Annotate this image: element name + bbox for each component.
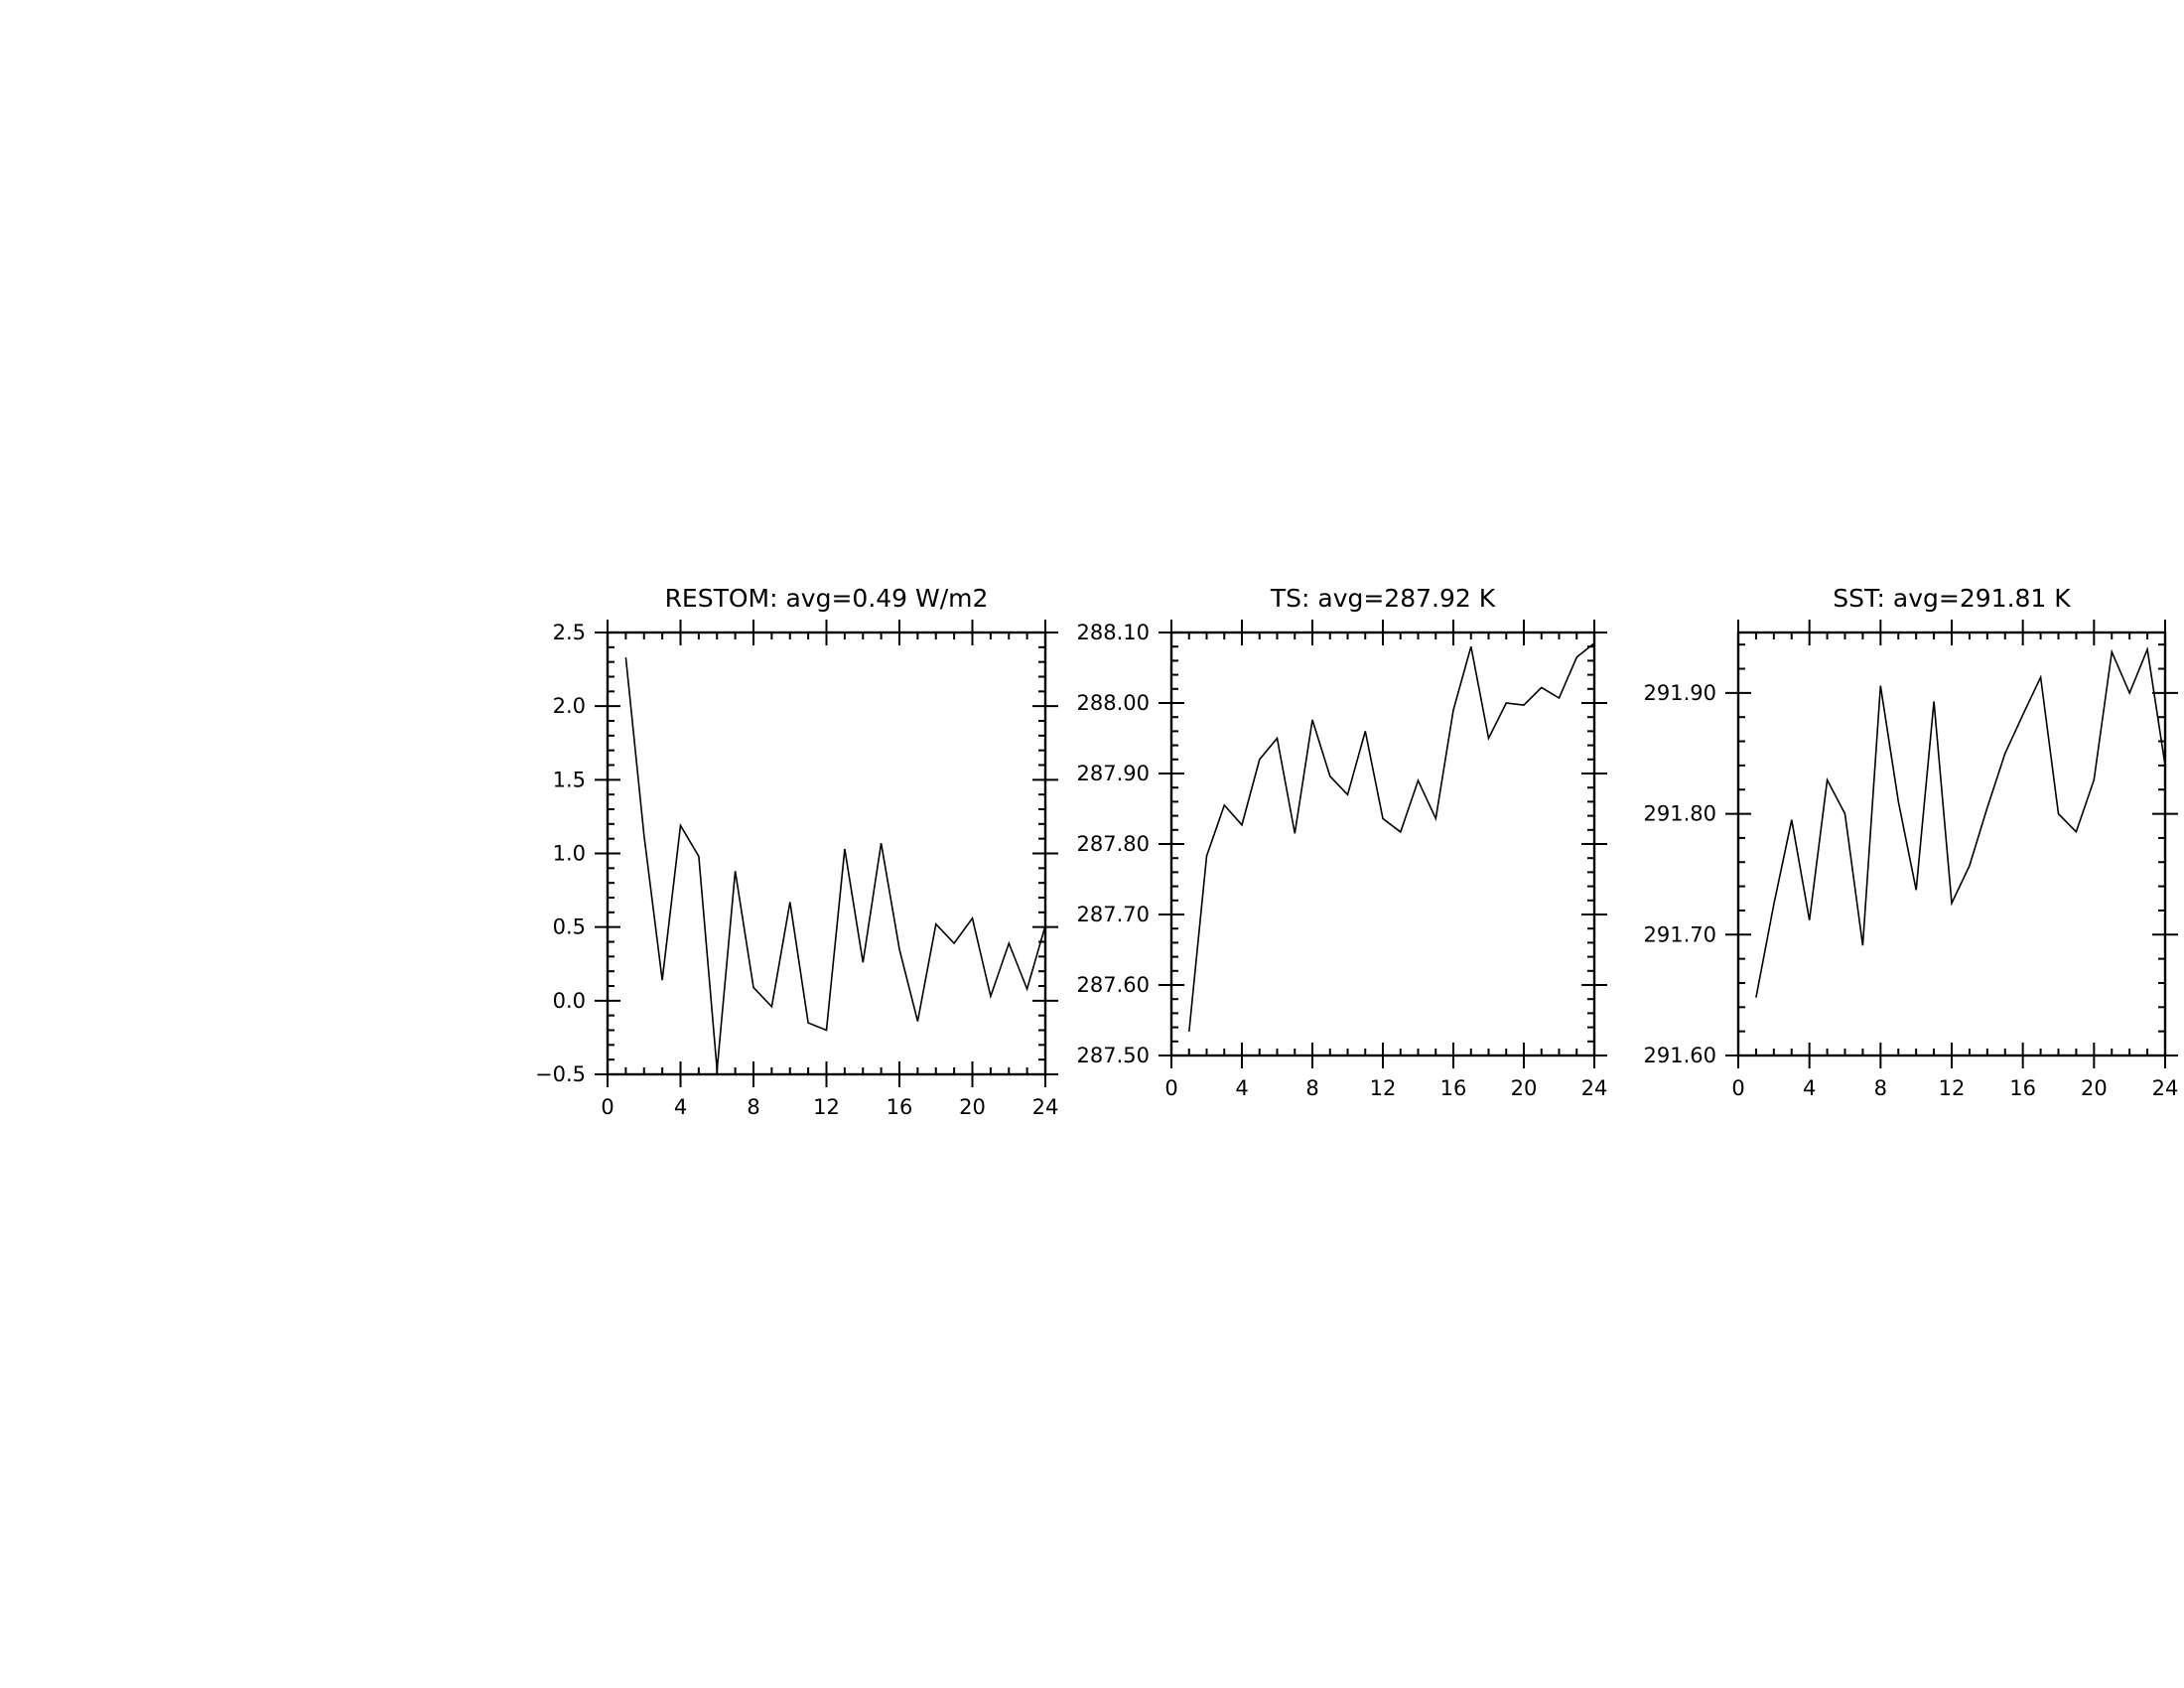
axis-ticks — [595, 620, 1058, 1087]
y-tick-label: 1.5 — [553, 768, 586, 791]
x-tick-label: 16 — [2009, 1076, 2036, 1100]
panel-1: RESTOM: avg=0.49 W/m2 0 4 8 12 16 20 24 −0.5 0.0 0… — [535, 584, 1058, 1119]
y-tick-label: 288.00 — [1077, 691, 1150, 715]
x-tick-label: 12 — [813, 1095, 840, 1119]
x-tick-label: 4 — [1235, 1076, 1248, 1100]
x-tick-label: 12 — [1939, 1076, 1966, 1100]
x-tick-label: 20 — [1511, 1076, 1538, 1100]
y-tick-label: 1.0 — [553, 842, 586, 866]
plot-frame — [1736, 631, 2167, 1057]
y-tick-label: 2.5 — [553, 621, 586, 644]
y-tick-label: 287.50 — [1077, 1044, 1150, 1067]
x-tick-label: 20 — [959, 1095, 986, 1119]
x-tick-label: 24 — [1032, 1095, 1059, 1119]
plot-frame — [606, 631, 1047, 1076]
y-tick-label: −0.5 — [535, 1062, 586, 1086]
panel-1-title: RESTOM: avg=0.49 W/m2 — [665, 584, 989, 613]
y-tick-label: 291.80 — [1644, 802, 1716, 826]
panel-2: TS: avg=287.92 K 0 4 8 12 16 20 24 287.50 287.60 2… — [1077, 584, 1608, 1100]
y-tick-label: 2.0 — [553, 694, 586, 718]
x-tick-label: 8 — [1874, 1076, 1887, 1100]
x-tick-label: 24 — [2152, 1076, 2179, 1100]
y-tick-label: 0.0 — [553, 989, 586, 1013]
y-tick-label: 287.80 — [1077, 832, 1150, 856]
panel-3-series-line-1 — [1755, 646, 2165, 998]
panel-1-series-line-1 — [624, 657, 1045, 1070]
x-tick-label: 0 — [1731, 1076, 1744, 1100]
x-tick-label: 12 — [1370, 1076, 1397, 1100]
x-tick-label: 24 — [1581, 1076, 1608, 1100]
y-tick-label: 287.60 — [1077, 973, 1150, 997]
y-tick-label: 287.90 — [1077, 762, 1150, 785]
y-tick-label: 287.70 — [1077, 903, 1150, 926]
panel-2-series-line-1 — [1188, 642, 1594, 1032]
x-tick-label: 16 — [887, 1095, 913, 1119]
x-tick-label: 20 — [2081, 1076, 2108, 1100]
x-tick-label: 4 — [1803, 1076, 1816, 1100]
y-tick-label: 291.90 — [1644, 681, 1716, 705]
y-tick-label: 288.10 — [1077, 621, 1150, 644]
x-tick-label: 8 — [747, 1095, 759, 1119]
panel-3-title: SST: avg=291.81 K — [1833, 584, 2071, 613]
axis-ticks — [1725, 620, 2178, 1068]
x-tick-label: 8 — [1305, 1076, 1318, 1100]
x-tick-label: 4 — [674, 1095, 687, 1119]
y-tick-label: 0.5 — [553, 915, 586, 939]
y-tick-label: 291.70 — [1644, 922, 1716, 946]
y-tick-label: 291.60 — [1644, 1044, 1716, 1067]
x-tick-label: 0 — [1164, 1076, 1177, 1100]
panel-2-title: TS: avg=287.92 K — [1270, 584, 1496, 613]
axis-ticks — [1159, 620, 1607, 1068]
x-tick-label: 0 — [601, 1095, 614, 1119]
panel-3: SST: avg=291.81 K 0 4 8 12 16 20 24 291.60 291.70… — [1644, 584, 2179, 1100]
plot-frame — [1169, 631, 1596, 1057]
x-tick-label: 16 — [1440, 1076, 1467, 1100]
